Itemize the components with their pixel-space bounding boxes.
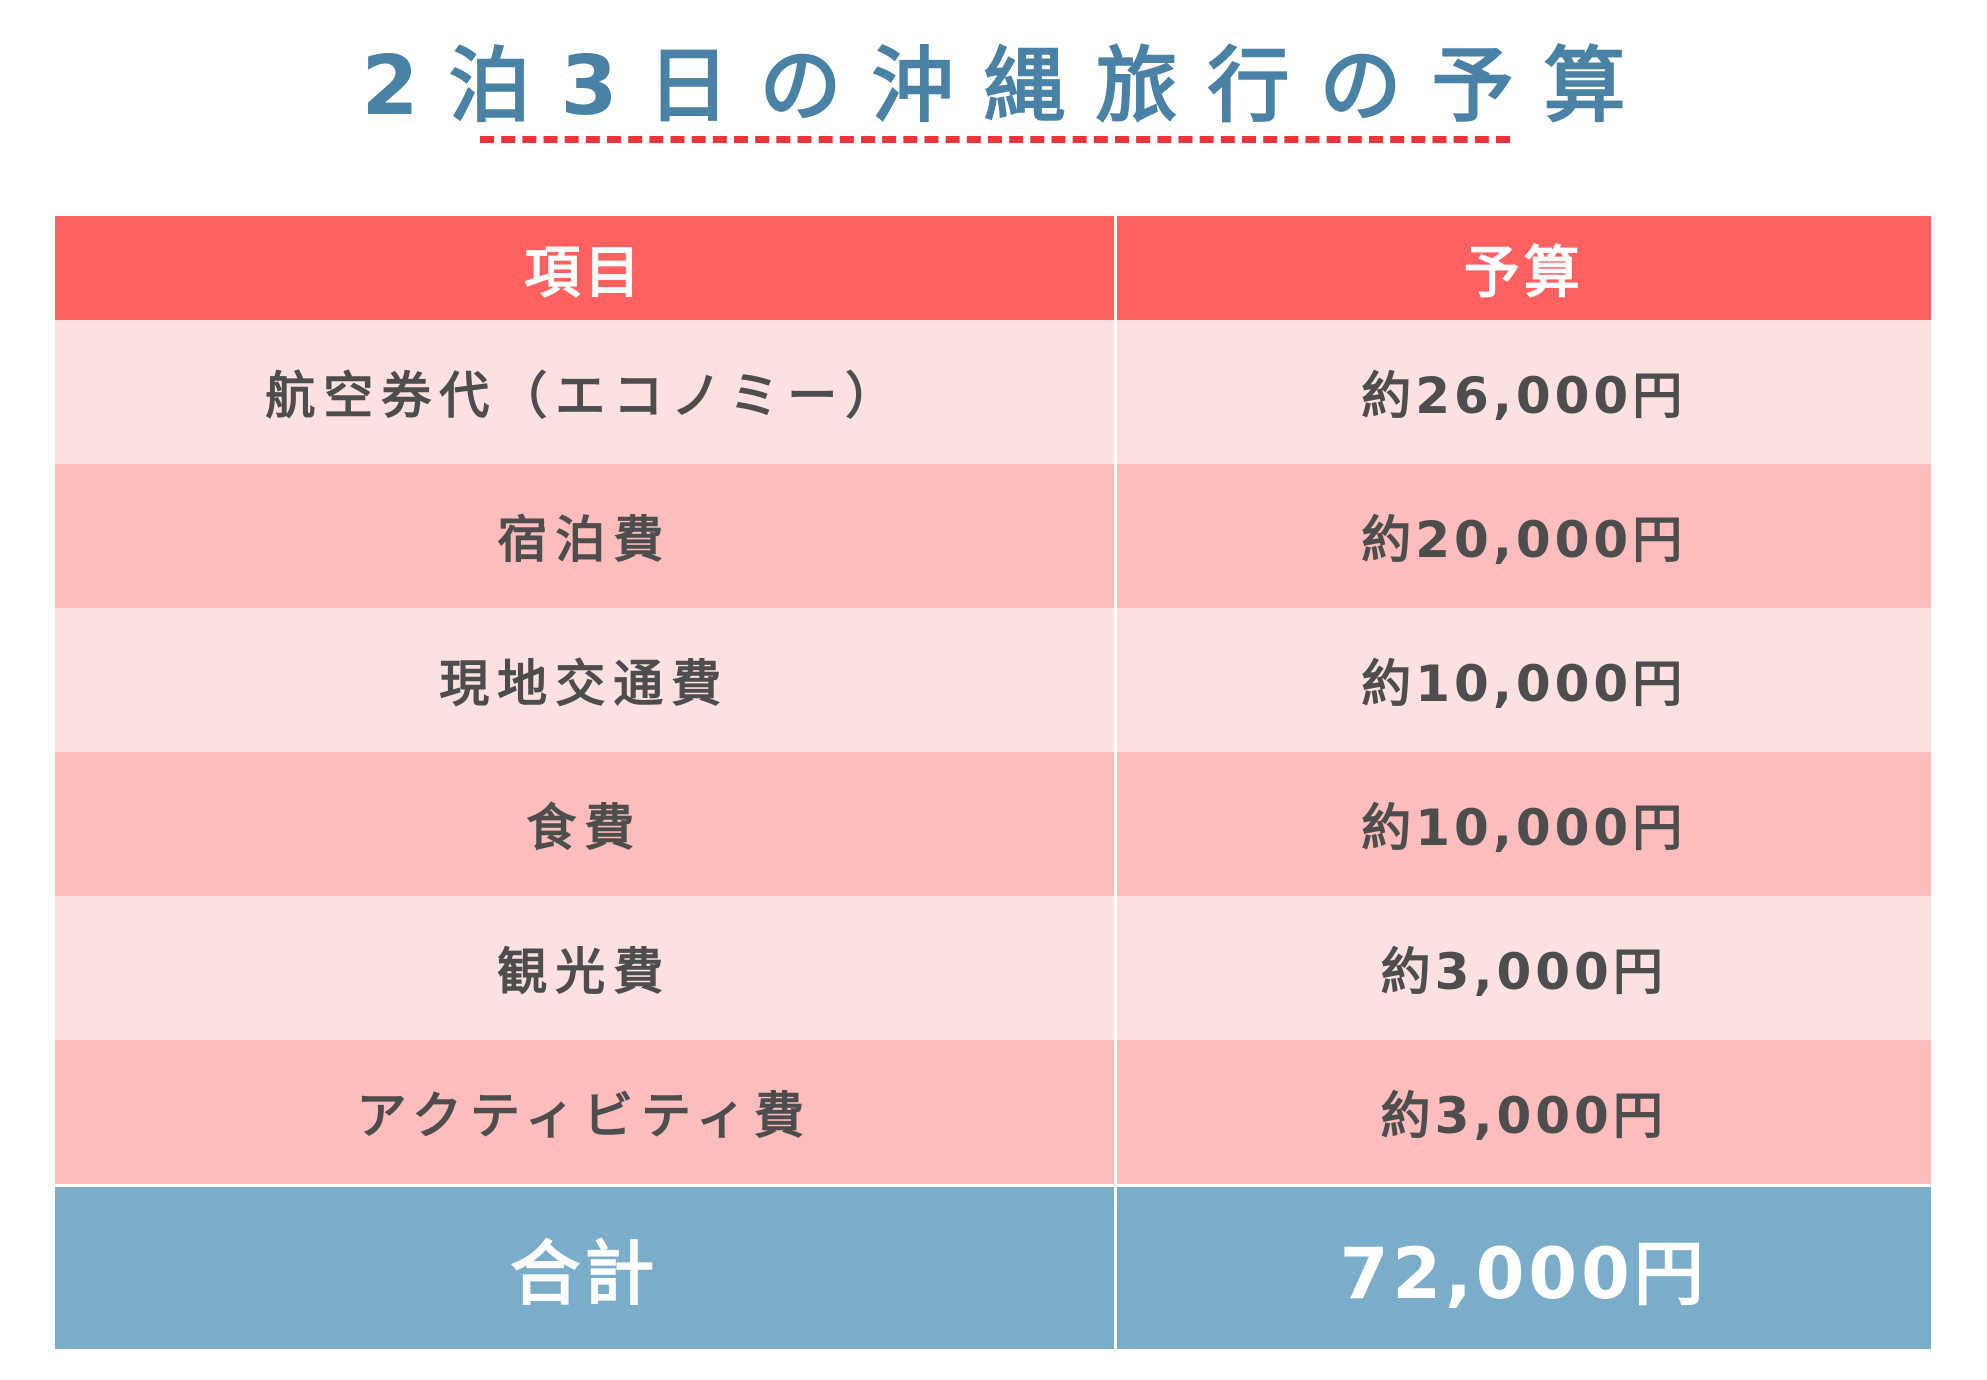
item-cell-activities: アクティビティ費 <box>55 1040 1117 1186</box>
table-row: アクティビティ費 約3,000円 <box>55 1040 1931 1186</box>
table-row: 現地交通費 約10,000円 <box>55 608 1931 752</box>
item-cell-sightseeing: 観光費 <box>55 896 1117 1040</box>
total-row: 合計 72,000円 <box>55 1184 1931 1349</box>
table-row: 宿泊費 約20,000円 <box>55 464 1931 608</box>
budget-cell-sightseeing: 約3,000円 <box>1115 896 1931 1040</box>
page-title: 2泊3日の沖縄旅行の予算 <box>361 39 1656 134</box>
item-cell-airfare: 航空券代（エコノミー） <box>55 320 1117 464</box>
budget-cell-food: 約10,000円 <box>1115 752 1931 896</box>
title-area: 2泊3日の沖縄旅行の予算 <box>0 36 1987 149</box>
item-cell-local-transport: 現地交通費 <box>55 608 1117 752</box>
total-value: 72,000円 <box>1115 1184 1931 1349</box>
budget-cell-airfare: 約26,000円 <box>1115 320 1931 464</box>
budget-cell-lodging: 約20,000円 <box>1115 464 1931 608</box>
item-cell-lodging: 宿泊費 <box>55 464 1117 608</box>
budget-table: 項目 予算 航空券代（エコノミー） 約26,000円 宿泊費 約20,000円 … <box>55 216 1931 1349</box>
table-header-row: 項目 予算 <box>55 216 1931 320</box>
item-cell-food: 食費 <box>55 752 1117 896</box>
table-row: 食費 約10,000円 <box>55 752 1931 896</box>
header-item: 項目 <box>55 216 1117 320</box>
title-dashed-underline <box>480 136 1510 143</box>
header-budget: 予算 <box>1115 216 1931 320</box>
budget-cell-local-transport: 約10,000円 <box>1115 608 1931 752</box>
table-row: 観光費 約3,000円 <box>55 896 1931 1040</box>
total-label: 合計 <box>55 1184 1117 1349</box>
budget-cell-activities: 約3,000円 <box>1115 1040 1931 1186</box>
table-row: 航空券代（エコノミー） 約26,000円 <box>55 320 1931 464</box>
